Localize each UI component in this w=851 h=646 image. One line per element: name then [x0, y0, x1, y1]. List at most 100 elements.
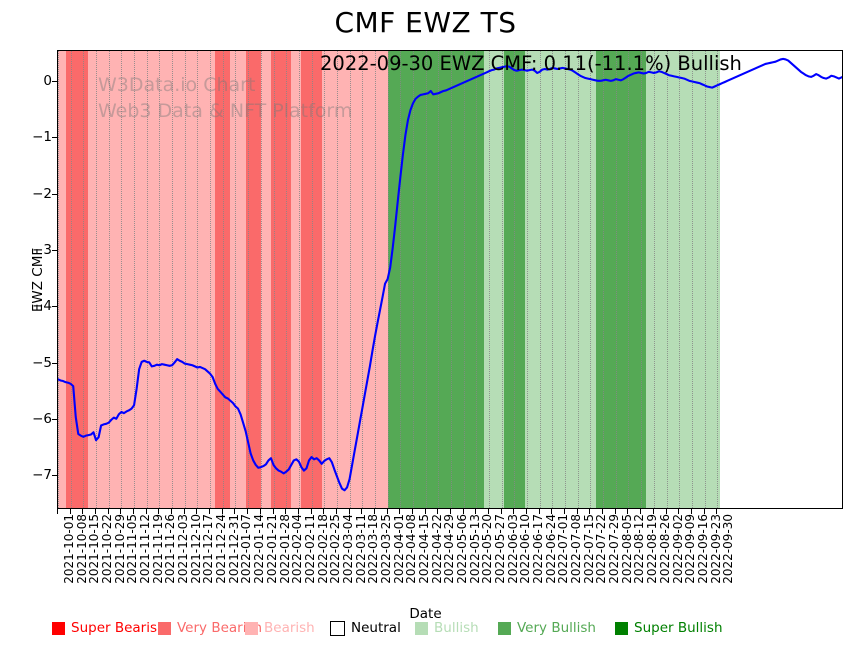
grid-line: [70, 51, 72, 508]
grid-line: [691, 51, 693, 508]
sentiment-band: [260, 51, 271, 508]
sentiment-band: [524, 51, 596, 508]
y-tick-mark: [52, 306, 57, 308]
sentiment-band: [113, 51, 129, 508]
y-tick-mark: [52, 137, 57, 139]
grid-line: [210, 51, 212, 508]
grid-line: [121, 51, 123, 508]
x-tick-mark: [297, 509, 299, 514]
grid-line: [134, 51, 136, 508]
x-tick-mark: [488, 509, 490, 514]
x-tick-mark: [95, 509, 97, 514]
sentiment-band: [215, 51, 231, 508]
y-tick-label: −2: [32, 185, 52, 202]
legend-swatch-icon: [415, 621, 428, 635]
grid-line: [527, 51, 529, 508]
x-tick-mark: [373, 509, 375, 514]
x-tick-label: 2022-02-11: [302, 514, 317, 584]
grid-line: [666, 51, 668, 508]
sentiment-band: [172, 51, 216, 508]
grid-line: [260, 51, 262, 508]
x-tick-mark: [57, 509, 58, 514]
grid-line: [222, 51, 224, 508]
grid-line: [235, 51, 237, 508]
x-tick-mark: [652, 509, 654, 514]
sentiment-band: [291, 51, 302, 508]
grid-line: [362, 51, 364, 508]
x-tick-mark: [703, 509, 705, 514]
legend-label: Super Bullish: [634, 620, 723, 636]
x-tick-mark: [386, 509, 388, 514]
x-tick-mark: [690, 509, 692, 514]
x-tick-label: 2022-01-21: [264, 514, 279, 584]
sentiment-band: [387, 51, 403, 508]
grid-line: [539, 51, 541, 508]
x-tick-mark: [462, 509, 464, 514]
grid-line: [298, 51, 300, 508]
legend-item[interactable]: Very Bullish: [498, 620, 596, 636]
legend-label: Very Bearish: [177, 620, 263, 636]
plot-area: W3Data.io Chart Web3 Data & NFT Platform: [57, 50, 843, 509]
grid-line: [96, 51, 98, 508]
y-axis-title: EWZ CMF: [6, 50, 70, 509]
grid-line: [514, 51, 516, 508]
x-tick-mark: [564, 509, 566, 514]
legend-swatch-icon: [158, 621, 171, 635]
grid-line: [273, 51, 275, 508]
legend-item[interactable]: Neutral: [330, 620, 401, 636]
sentiment-band: [58, 51, 66, 508]
legend-item[interactable]: Super Bearish: [52, 620, 166, 636]
x-tick-mark: [209, 509, 211, 514]
grid-line: [603, 51, 605, 508]
y-tick-label: −4: [32, 298, 52, 315]
grid-line: [197, 51, 199, 508]
legend-item[interactable]: Very Bearish: [158, 620, 262, 636]
x-tick-mark: [335, 509, 337, 514]
x-tick-mark: [133, 509, 135, 514]
grid-line: [172, 51, 174, 508]
y-tick-label: −6: [32, 410, 52, 427]
x-tick-mark: [678, 509, 680, 514]
legend-swatch-icon: [52, 621, 65, 635]
x-tick-label: 2022-03-25: [378, 514, 393, 584]
grid-line: [438, 51, 440, 508]
x-tick-label: 2022-09-16: [695, 514, 710, 584]
x-tick-mark: [576, 509, 578, 514]
legend-swatch-icon: [615, 621, 628, 635]
legend-label: Bullish: [434, 620, 479, 636]
grid-line: [577, 51, 579, 508]
sentiment-band: [128, 51, 173, 508]
x-tick-label: 2022-05-27: [493, 514, 508, 584]
x-tick-mark: [614, 509, 616, 514]
grid-line: [489, 51, 491, 508]
grid-line: [374, 51, 376, 508]
x-tick-mark: [716, 509, 718, 514]
x-tick-label: 2022-08-26: [657, 514, 672, 584]
x-tick-label: 2022-05-06: [455, 514, 469, 584]
legend-label: Bearish: [264, 620, 315, 636]
legend-item[interactable]: Bearish: [245, 620, 315, 636]
x-tick-mark: [247, 509, 249, 514]
legend-swatch-icon: [245, 621, 258, 635]
x-tick-mark: [526, 509, 528, 514]
x-tick-mark: [640, 509, 642, 514]
grid-line: [412, 51, 414, 508]
x-tick-mark: [361, 509, 363, 514]
grid-line: [501, 51, 503, 508]
x-tick-mark: [475, 509, 477, 514]
y-tick-label: −1: [32, 129, 52, 146]
legend-item[interactable]: Super Bullish: [615, 620, 723, 636]
grid-line: [159, 51, 161, 508]
legend-swatch-icon: [330, 620, 345, 636]
grid-line: [58, 51, 59, 508]
grid-line: [717, 51, 719, 508]
x-tick-label: 2021-11-12: [138, 514, 153, 584]
x-tick-mark: [437, 509, 439, 514]
legend-item[interactable]: Bullish: [415, 620, 479, 636]
x-tick-mark: [285, 509, 287, 514]
x-tick-mark: [323, 509, 325, 514]
grid-line: [400, 51, 402, 508]
x-tick-mark: [450, 509, 451, 514]
annotation-label: 2022-09-30 EWZ CMF: 0.11(-11.1%) Bullish: [320, 52, 742, 75]
x-tick-mark: [196, 509, 198, 514]
